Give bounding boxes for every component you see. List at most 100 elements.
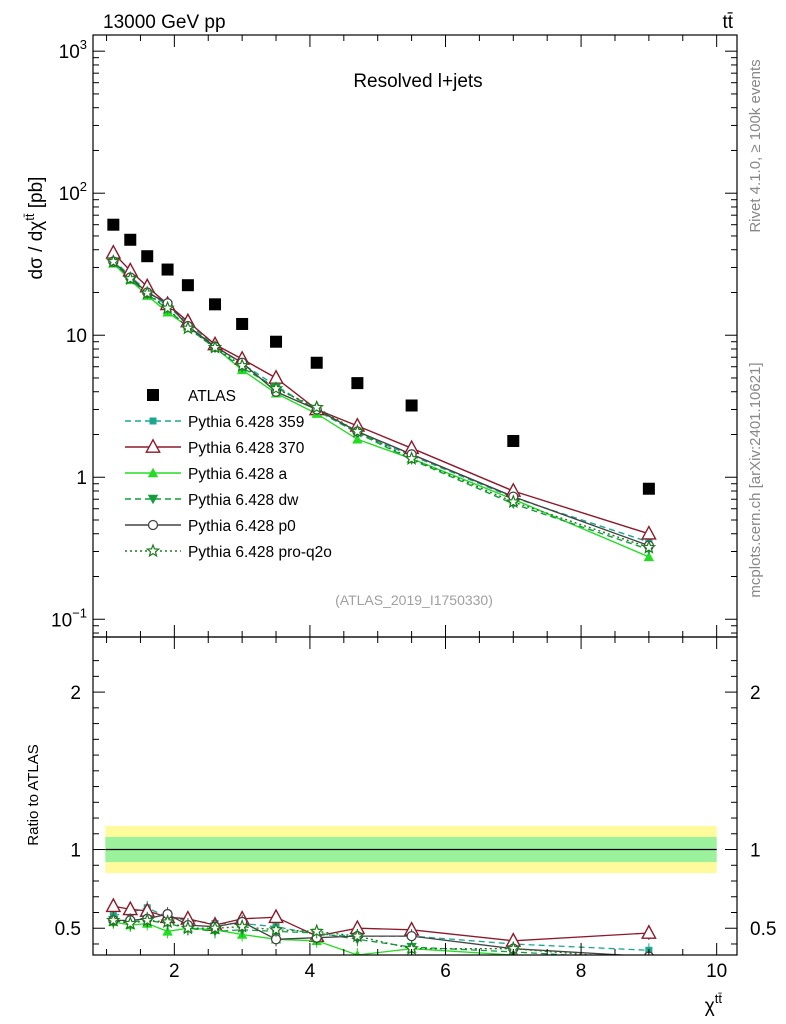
ratio-point-pythia-6-428-pro-q2o	[268, 922, 284, 937]
chart-title: Resolved l+jets	[353, 71, 482, 92]
legend-label: Pythia 6.428 p0	[188, 518, 296, 535]
ratio-point-pythia-6-428-370	[268, 908, 284, 924]
main-y-tick-label: 10	[66, 326, 87, 347]
main-point-atlas	[107, 218, 120, 231]
markers-layer	[105, 218, 657, 562]
legend-entry-pythia-6-428-370: Pythia 6.428 370	[125, 438, 305, 457]
main-point-pythia-6-428-pro-q2o	[404, 451, 419, 465]
main-point-pythia-6-428-a	[352, 434, 363, 444]
legend-label: Pythia 6.428 a	[188, 466, 287, 483]
x-tick-label: 4	[305, 961, 316, 982]
main-line-pythia-6-428-a	[112, 262, 650, 558]
main-point-atlas	[209, 298, 222, 311]
legend-label: ATLAS	[188, 388, 236, 405]
main-point-atlas	[181, 279, 194, 292]
ratio-point-pythia-6-428-pro-q2o	[234, 919, 250, 933]
ratio-y-tick-label-right: 1	[750, 841, 761, 862]
legend-marker	[145, 438, 161, 453]
main-point-atlas	[161, 263, 174, 276]
legend-marker	[147, 519, 159, 531]
axes-layer	[92, 34, 738, 956]
main-point-atlas	[270, 335, 283, 348]
ratio-y-tick-label-left: 2	[70, 683, 81, 704]
ratio-point-pythia-6-428-p0	[406, 930, 417, 942]
ratio-y-tick-label-left: 0.5	[55, 919, 81, 940]
legend-label: Pythia 6.428 359	[188, 414, 304, 431]
legend-entry-pythia-6-428-pro-q2o: Pythia 6.428 pro-q2o	[125, 543, 332, 561]
ratio-point-pythia-6-428-pro-q2o	[350, 928, 365, 943]
ratio-y-tick-label-right: 2	[750, 683, 761, 704]
ratio-point-pythia-6-428-a	[354, 949, 361, 955]
energy-label: 13000 GeV pp	[103, 12, 226, 33]
ratio-point-pythia-6-428-pro-q2o	[123, 915, 138, 930]
main-y-tick-label: 1	[76, 468, 87, 489]
tick-labels-layer: 10−1 1 10 102 103 2 4 6 8 10 0.5 0.5 1 1 2 2	[51, 37, 776, 982]
ratio-plot-frame	[92, 636, 738, 956]
main-y-tick-label: 103	[59, 37, 87, 63]
ratio-point-pythia-6-428-pro-q2o	[160, 914, 175, 929]
legend-label: Pythia 6.428 370	[188, 440, 305, 457]
ratio-point-pythia-6-428-pro-q2o	[309, 923, 324, 938]
main-point-pythia-6-428-pro-q2o	[350, 423, 365, 438]
main-point-pythia-6-428-pro-q2o	[641, 539, 657, 554]
legend-marker	[147, 467, 159, 478]
ratio-point-pythia-6-428-370	[640, 924, 657, 939]
main-point-atlas	[642, 482, 655, 495]
main-point-pythia-6-428-pro-q2o	[309, 399, 324, 414]
main-point-atlas	[507, 434, 520, 447]
analysis-watermark: (ATLAS_2019_I1750330)	[335, 592, 493, 608]
main-point-pythia-6-428-370	[640, 525, 657, 540]
main-point-pythia-6-428-pro-q2o	[106, 253, 121, 268]
legend-label: Pythia 6.428 pro-q2o	[188, 544, 332, 561]
main-point-pythia-6-428-pro-q2o	[180, 320, 196, 335]
ratio-y-tick-label-left: 1	[70, 841, 81, 862]
legend-marker	[145, 543, 161, 558]
ratio-point-pythia-6-428-pro-q2o	[139, 912, 155, 927]
main-point-atlas	[310, 356, 323, 369]
x-tick-label: 2	[169, 961, 180, 982]
ratio-point-pythia-6-428-a	[162, 926, 173, 936]
main-y-axis-label: dσ / dχtt̄ [pb]	[22, 177, 47, 280]
main-point-pythia-6-428-pro-q2o	[506, 494, 521, 509]
main-point-atlas	[236, 317, 249, 330]
ratio-y-axis-label: Ratio to ATLAS	[25, 744, 42, 845]
ratio-point-pythia-6-428-370	[105, 897, 122, 913]
x-tick-label: 8	[576, 961, 587, 982]
main-y-tick-label: 102	[59, 179, 87, 205]
mcplots-label: mcplots.cern.ch [arXiv:2401.10621]	[747, 362, 764, 597]
legend-marker	[147, 494, 159, 505]
legend-marker	[147, 389, 159, 401]
main-point-pythia-6-428-pro-q2o	[160, 300, 175, 315]
x-tick-label: 6	[440, 961, 451, 982]
main-point-pythia-6-428-pro-q2o	[268, 381, 284, 395]
legend-entry-pythia-6-428-359: Pythia 6.428 359	[125, 414, 304, 431]
legend-entry-atlas: ATLAS	[147, 388, 236, 405]
ratio-point-pythia-6-428-pro-q2o	[106, 912, 121, 927]
legend-label: Pythia 6.428 dw	[188, 492, 299, 509]
legend: ATLAS Pythia 6.428 359 Pythia 6.428 370 Pyt…	[125, 388, 332, 561]
legend-entry-pythia-6-428-dw: Pythia 6.428 dw	[125, 492, 299, 509]
main-point-pythia-6-428-a	[643, 551, 655, 562]
main-point-pythia-6-428-pro-q2o	[139, 285, 155, 300]
main-point-pythia-6-428-pro-q2o	[234, 358, 250, 372]
x-axis-label: χtt̄	[705, 991, 723, 1017]
ratio-point-pythia-6-428-pro-q2o	[180, 920, 196, 935]
legend-marker	[149, 417, 157, 425]
ratio-y-tick-label-right: 0.5	[750, 919, 776, 940]
main-point-atlas	[405, 399, 418, 412]
main-point-atlas	[141, 250, 154, 263]
legend-entry-pythia-6-428-a: Pythia 6.428 a	[125, 466, 287, 483]
process-label: tt̄	[722, 12, 733, 33]
rivet-version-label: Rivet 4.1.0, ≥ 100k events	[747, 59, 764, 232]
x-tick-label: 10	[706, 961, 727, 982]
main-point-atlas	[124, 233, 137, 246]
legend-entry-pythia-6-428-p0: Pythia 6.428 p0	[125, 518, 296, 535]
main-point-atlas	[351, 377, 364, 390]
main-y-tick-label: 10−1	[51, 605, 87, 631]
main-point-pythia-6-428-pro-q2o	[207, 339, 223, 354]
main-point-pythia-6-428-pro-q2o	[123, 271, 138, 285]
ratio-series-pythia-6-428-pro-q2o	[106, 912, 600, 955]
ratio-point-pythia-6-428-pro-q2o	[207, 920, 223, 935]
ratio-band-layer	[105, 825, 717, 874]
